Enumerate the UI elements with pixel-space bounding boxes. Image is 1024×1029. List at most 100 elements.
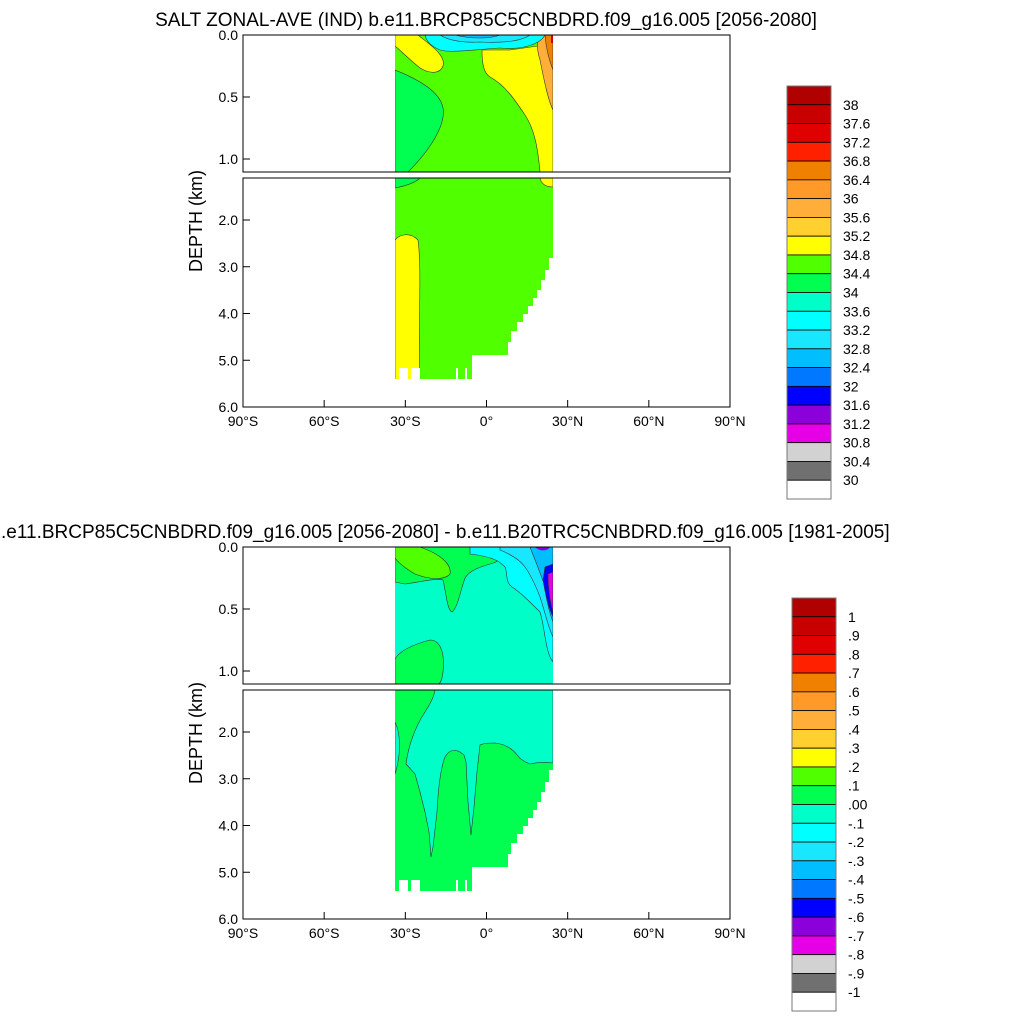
colorbar-frame xyxy=(786,85,832,500)
colorbar-label: 33.2 xyxy=(843,322,870,338)
colorbar-label: 30 xyxy=(843,472,859,488)
upper-panel-fill xyxy=(395,35,553,172)
y-tick-label: 5.0 xyxy=(219,864,239,880)
colorbar-label: -1 xyxy=(848,984,861,1000)
colorbar-label: 1 xyxy=(848,609,856,625)
colorbar-label: .7 xyxy=(848,665,860,681)
colorbar-label: .5 xyxy=(848,703,860,719)
colorbar-box xyxy=(791,991,837,1012)
colorbar-box xyxy=(786,442,832,462)
colorbar-box xyxy=(786,348,832,368)
colorbar-label: -.1 xyxy=(848,815,865,831)
colorbar-box xyxy=(786,85,832,106)
upper-panel-fill xyxy=(395,547,553,684)
colorbar-box xyxy=(791,954,837,974)
colorbar-box xyxy=(791,729,837,749)
plot-title: SALT ZONAL-AVE (IND) b.e11.BRCP85C5CNBDR… xyxy=(155,10,817,31)
x-tick-label: 60°N xyxy=(633,413,664,429)
x-tick-label: 0° xyxy=(480,925,493,941)
plot-title: .e11.BRCP85C5CNBDRD.f09_g16.005 [2056-20… xyxy=(1,522,890,543)
y-tick-label: 4.0 xyxy=(219,818,239,834)
colorbar-label: .6 xyxy=(848,684,860,700)
colorbar-box xyxy=(786,479,832,500)
colorbar-box xyxy=(786,198,832,218)
colorbar-box xyxy=(791,973,837,993)
colorbar-box xyxy=(786,123,832,143)
colorbar-box xyxy=(786,254,832,275)
y-tick-label: 0.5 xyxy=(219,89,239,105)
colorbar-label: -.2 xyxy=(848,834,865,850)
colorbar-box xyxy=(791,879,837,899)
x-tick-label: 30°S xyxy=(390,925,421,941)
colorbar-label: -.7 xyxy=(848,928,865,944)
colorbar-box xyxy=(786,273,832,293)
axis-ticks: 90°S 60°S 30°S 0° 30°N 60°N 90°N 0.0 0.5 1.0 2.0 3.… xyxy=(219,539,746,941)
colorbar-box xyxy=(791,616,837,636)
x-tick-label: 60°N xyxy=(633,925,664,941)
colorbar-label: 35.6 xyxy=(843,209,870,225)
colorbar-label: 36.4 xyxy=(843,172,870,188)
colorbar-label: 34.8 xyxy=(843,247,870,263)
x-tick-label: 30°S xyxy=(390,413,421,429)
colorbar-box xyxy=(791,935,837,956)
colorbar-label: -.4 xyxy=(848,872,865,888)
colorbar-box xyxy=(786,404,832,425)
upper-panel-frame xyxy=(242,546,731,685)
colorbar-frame xyxy=(791,597,837,1012)
colorbar-box xyxy=(786,217,832,237)
colorbar-box xyxy=(786,367,832,387)
colorbar-box xyxy=(786,179,832,200)
colorbar-label: 31.2 xyxy=(843,416,870,432)
colorbar-label: 32.8 xyxy=(843,341,870,357)
y-axis-label: DEPTH (km) xyxy=(186,682,206,784)
colorbar-label: 32.4 xyxy=(843,360,870,376)
colorbar-box xyxy=(786,423,832,444)
colorbar-label: 37.6 xyxy=(843,116,870,132)
y-tick-label: 0.0 xyxy=(219,27,239,43)
colorbar-box xyxy=(791,841,837,862)
colorbar-box xyxy=(786,292,832,312)
plot-salinity-difference: .e11.BRCP85C5CNBDRD.f09_g16.005 [2056-20… xyxy=(1,522,890,1012)
x-tick-label: 90°S xyxy=(228,413,259,429)
colorbar-label: .3 xyxy=(848,740,860,756)
colorbar-label: 37.2 xyxy=(843,134,870,150)
y-tick-label: 3.0 xyxy=(219,259,239,275)
colorbar-box xyxy=(786,329,832,350)
colorbar-label: .8 xyxy=(848,646,860,662)
colorbar-box xyxy=(791,672,837,693)
colorbar-label: .4 xyxy=(848,721,860,737)
colorbar-box xyxy=(791,860,837,880)
y-tick-label: 1.0 xyxy=(219,663,239,679)
x-tick-label: 30°N xyxy=(552,413,583,429)
colorbar-label: .00 xyxy=(848,797,868,813)
y-tick-label: 2.0 xyxy=(219,212,239,228)
colorbar-box xyxy=(786,461,832,481)
colorbar-label: -.9 xyxy=(848,965,865,981)
axis-ticks: 90°S 60°S 30°S 0° 30°N 60°N 90°N 0.0 0.5 1.0 2.0 3.… xyxy=(219,27,746,429)
colorbar-box xyxy=(791,747,837,768)
colorbar-label: -.8 xyxy=(848,947,865,963)
x-tick-label: 90°N xyxy=(714,413,745,429)
colorbar-box xyxy=(786,235,832,256)
colorbar-box xyxy=(791,710,837,730)
colorbar-box xyxy=(791,785,837,805)
x-tick-label: 0° xyxy=(480,413,493,429)
x-tick-label: 30°N xyxy=(552,925,583,941)
colorbar-label: 38 xyxy=(843,97,859,113)
colorbar-box xyxy=(786,104,832,124)
colorbar-box xyxy=(786,385,832,406)
y-tick-label: 0.0 xyxy=(219,539,239,555)
colorbar-box xyxy=(791,916,837,937)
colorbar-label: 32 xyxy=(843,378,859,394)
colorbar-label: -.3 xyxy=(848,853,865,869)
colorbar-label: .1 xyxy=(848,778,860,794)
colorbar-label: 34.4 xyxy=(843,266,870,282)
y-tick-label: 2.0 xyxy=(219,724,239,740)
colorbar-label: 34 xyxy=(843,285,859,301)
colorbar-box xyxy=(791,804,837,824)
colorbar-label: .9 xyxy=(848,628,860,644)
y-tick-label: 3.0 xyxy=(219,771,239,787)
x-tick-label: 60°S xyxy=(309,925,340,941)
lower-panel-fill xyxy=(395,690,553,891)
